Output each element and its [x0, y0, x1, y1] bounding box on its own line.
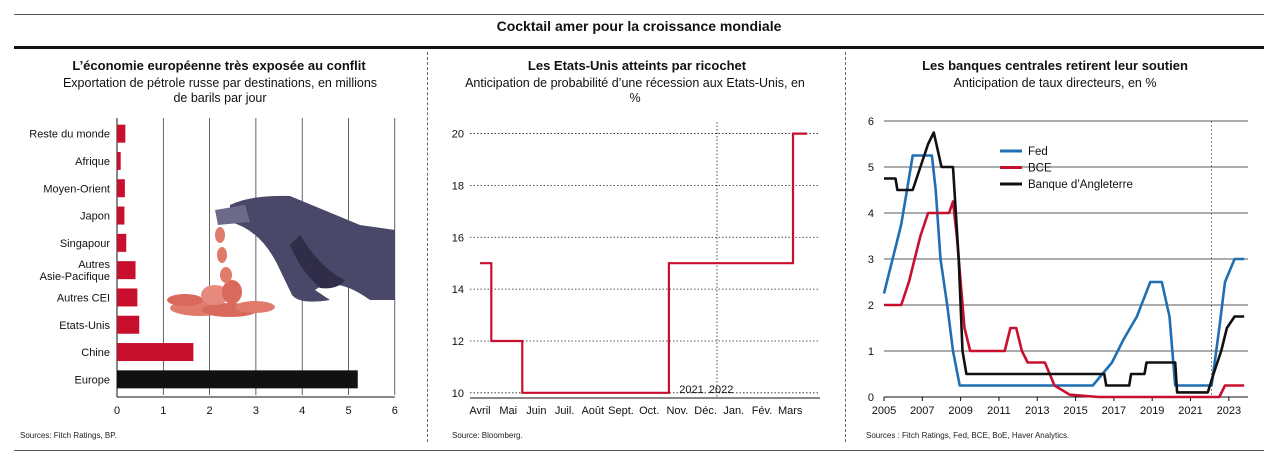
x-tick-label: 2005	[872, 405, 896, 417]
y-tick-label: 14	[452, 284, 464, 296]
category-label: Moyen-Orient	[43, 183, 110, 195]
x-tick-label: Nov.	[666, 405, 688, 417]
panel1-title: L’économie européenne très exposée au co…	[72, 58, 366, 73]
y-tick-label: 18	[452, 180, 464, 192]
x-tick-label: Avril	[469, 405, 490, 417]
x-tick-label: 2017	[1102, 405, 1126, 417]
x-tick-label: 2013	[1025, 405, 1049, 417]
category-label: Etats-Unis	[59, 320, 110, 332]
bar	[117, 233, 127, 252]
bottom-rule	[14, 450, 1264, 451]
fuel-pump-illustration	[167, 195, 395, 317]
x-tick-label: 3	[253, 405, 259, 417]
year-label: 2021	[679, 384, 703, 396]
category-label: Afrique	[75, 156, 110, 168]
series-line	[480, 132, 808, 394]
x-tick-label: 2007	[910, 405, 934, 417]
bar	[117, 343, 194, 362]
y-tick-label: 12	[452, 336, 464, 348]
x-tick-label: 2011	[987, 405, 1011, 417]
y-tick-label: 0	[868, 392, 874, 404]
x-tick-label: 2009	[948, 405, 972, 417]
category-label: Japon	[80, 211, 110, 223]
figure-title: Cocktail amer pour la croissance mondial…	[496, 18, 782, 34]
panel3-source: Sources : Fitch Ratings, Fed, BCE, BoE, …	[866, 431, 1070, 440]
bar	[117, 315, 140, 334]
x-tick-label: 4	[299, 405, 305, 417]
category-label: Chine	[81, 347, 110, 359]
legend-label: Fed	[1028, 146, 1048, 158]
panel2-subtitle: Anticipation de probabilité d’une récess…	[465, 76, 805, 105]
x-tick-label: Jan.	[723, 405, 744, 417]
y-tick-label: 2	[868, 300, 874, 312]
y-tick-label: 3	[868, 254, 874, 266]
legend-label: BCE	[1028, 163, 1052, 175]
panel1-source: Sources: Fitch Ratings, BP.	[20, 431, 117, 440]
y-tick-label: 5	[868, 162, 874, 174]
x-tick-label: Mars	[778, 405, 803, 417]
panel3-subtitle: Anticipation de taux directeurs, en %	[953, 76, 1157, 90]
category-label: Reste du monde	[29, 129, 110, 141]
x-tick-label: Sept.	[608, 405, 634, 417]
x-tick-label: 2	[207, 405, 213, 417]
panel3-title: Les banques centrales retirent leur sout…	[922, 58, 1188, 73]
y-tick-label: 20	[452, 129, 464, 141]
panel-separator	[845, 52, 846, 442]
y-tick-label: 6	[868, 116, 874, 128]
x-tick-label: 1	[160, 405, 166, 417]
bar	[117, 151, 121, 170]
x-tick-label: Juin	[526, 405, 546, 417]
bar	[117, 179, 125, 198]
x-tick-label: 6	[392, 405, 398, 417]
x-tick-label: Fév.	[752, 405, 773, 417]
bar	[117, 370, 358, 389]
bar	[117, 261, 136, 280]
x-tick-label: Août	[581, 405, 604, 417]
category-label: Asie-Pacifique	[40, 271, 110, 283]
x-tick-label: 2019	[1140, 405, 1164, 417]
category-label: Autres	[78, 259, 110, 271]
x-tick-label: 2021	[1178, 405, 1202, 417]
y-tick-label: 1	[868, 346, 874, 358]
top-rule	[14, 14, 1264, 15]
y-tick-label: 16	[452, 232, 464, 244]
category-label: Europe	[75, 374, 110, 386]
panel2-title: Les Etats-Unis atteints par ricochet	[527, 58, 747, 73]
x-tick-label: Oct.	[639, 405, 659, 417]
x-tick-label: 2015	[1063, 405, 1087, 417]
x-tick-label: Déc.	[694, 405, 717, 417]
year-label: 2022	[709, 384, 733, 396]
x-tick-label: 5	[345, 405, 351, 417]
x-tick-label: 0	[114, 405, 120, 417]
series-line	[884, 200, 1245, 399]
series-line	[884, 131, 1245, 394]
legend-label: Banque d’Angleterre	[1028, 179, 1133, 191]
y-tick-label: 10	[452, 388, 464, 400]
title-rule	[14, 46, 1264, 49]
bar	[117, 124, 126, 143]
panel1-subtitle: Exportation de pétrole russe par destina…	[62, 76, 378, 105]
panel-separator	[427, 52, 428, 442]
category-label: Autres CEI	[57, 292, 110, 304]
x-tick-label: 2023	[1217, 405, 1241, 417]
category-label: Singapour	[60, 238, 110, 250]
bar	[117, 288, 138, 307]
panel2-source: Source: Bloomberg.	[452, 431, 523, 440]
x-tick-label: Mai	[499, 405, 517, 417]
y-tick-label: 4	[868, 208, 874, 220]
bar	[117, 206, 125, 225]
x-tick-label: Juil.	[555, 405, 575, 417]
